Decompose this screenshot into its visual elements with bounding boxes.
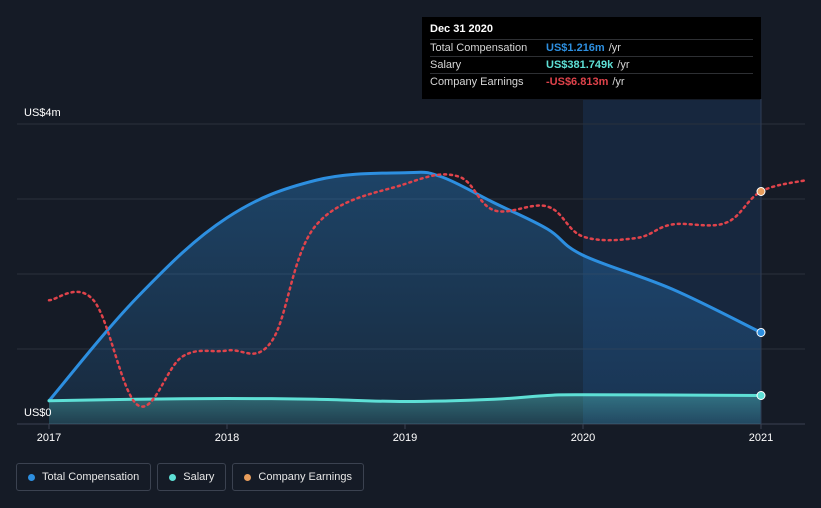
legend-item-company-earnings[interactable]: Company Earnings xyxy=(232,463,364,491)
tooltip-value: -US$6.813m xyxy=(546,76,609,88)
area-total-compensation xyxy=(49,172,761,424)
tooltip-label: Total Compensation xyxy=(430,42,528,54)
dot-icon xyxy=(169,473,177,481)
tooltip-value: US$1.216m xyxy=(546,42,605,54)
y-tick-label: US$0 xyxy=(24,407,52,419)
dot-icon xyxy=(28,473,35,481)
legend-label: Total Compensation xyxy=(42,471,140,483)
tooltip-unit: /yr xyxy=(608,42,621,54)
line-company-earnings xyxy=(47,173,807,408)
x-tick-label: 2018 xyxy=(215,432,239,444)
tooltip-row-salary: Salary US$381.749k /yr xyxy=(430,56,753,73)
tooltip-row-total-compensation: Total Compensation US$1.216m /yr xyxy=(430,39,753,56)
marker-company-earnings[interactable] xyxy=(756,187,766,196)
tooltip-label: Company Earnings xyxy=(430,76,524,88)
line-total-compensation xyxy=(47,170,763,403)
dot-icon xyxy=(244,473,252,481)
marker-total-compensation[interactable] xyxy=(756,328,766,337)
x-tick-label: 2020 xyxy=(571,432,595,444)
tooltip-row-company-earnings: Company Earnings -US$6.813m /yr xyxy=(430,73,753,90)
tooltip-date: Dec 31 2020 xyxy=(430,23,493,35)
tooltip-unit: /yr xyxy=(617,59,630,71)
legend-item-total-compensation[interactable]: Total Compensation xyxy=(16,463,152,491)
tooltip-label: Salary xyxy=(430,59,462,71)
tooltip-unit: /yr xyxy=(612,76,625,88)
area-salary xyxy=(49,394,761,424)
y-tick-label: US$4m xyxy=(24,107,61,119)
tooltip: Dec 31 2020 Total Compensation US$1.216m… xyxy=(422,17,761,99)
chart-legend: Total Compensation Salary Company Earnin… xyxy=(16,463,364,491)
x-tick-label: 2017 xyxy=(37,432,61,444)
x-tick-label: 2021 xyxy=(749,432,773,444)
x-tick-label: 2019 xyxy=(393,432,417,444)
tooltip-value: US$381.749k xyxy=(546,59,614,71)
legend-label: Company Earnings xyxy=(258,471,352,483)
marker-salary[interactable] xyxy=(756,391,766,400)
legend-label: Salary xyxy=(183,471,215,483)
legend-item-salary[interactable]: Salary xyxy=(157,463,227,491)
line-salary xyxy=(47,393,763,404)
